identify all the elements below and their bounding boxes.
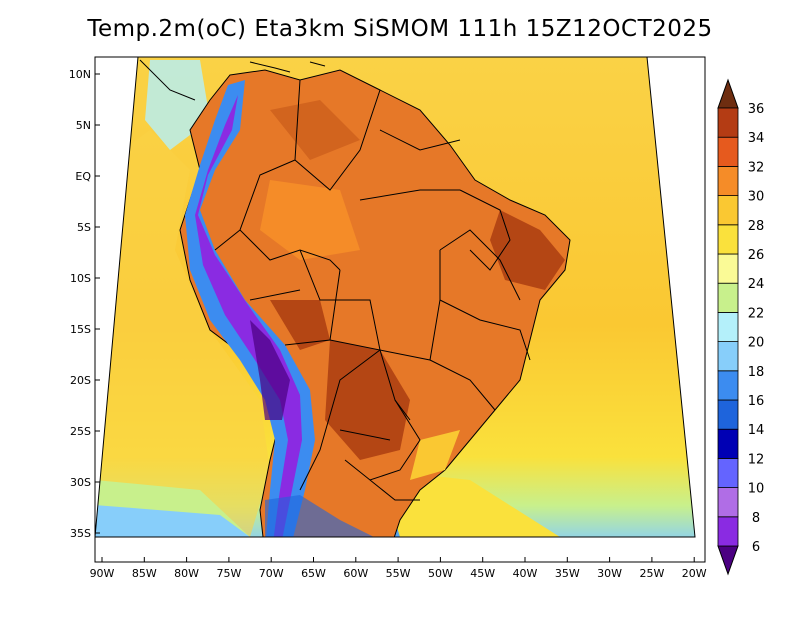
- colorbar-label: 8: [752, 511, 760, 526]
- lon-tick-label: 80W: [174, 567, 199, 580]
- colorbar-box: [717, 165, 739, 196]
- lat-tick-label: 25S: [70, 425, 91, 438]
- bolivia-hot-zone: [270, 300, 330, 350]
- colorbar-label: 6: [752, 540, 760, 555]
- lon-tick-label: 25W: [639, 567, 664, 580]
- venezuela-warm-zone: [270, 100, 360, 160]
- caribbean-coastlines: [139, 59, 326, 101]
- lon-tick-label: 35W: [555, 567, 580, 580]
- colorbar-box: [717, 487, 739, 518]
- longitude-axis: 90W 85W 80W 75W 70W 65W 60W 55W 50W 45W 40W 35W 30W 2…: [90, 557, 707, 580]
- colorbar-label: 18: [748, 365, 765, 380]
- chaco-hot-zone: [325, 340, 410, 460]
- lat-tick-label: 20S: [70, 374, 91, 387]
- amazon-warm-zone: [260, 180, 360, 260]
- colorbar-label: 36: [748, 102, 765, 117]
- pacific-warm-band: [95, 130, 270, 537]
- lat-tick-label: 10S: [70, 272, 91, 285]
- map-title: Temp.2m(oC) Eta3km SiSMOM 111h 15Z12OCT2…: [87, 16, 713, 42]
- colorbar-box: [717, 399, 739, 430]
- colorbar-min-arrow: [717, 545, 739, 576]
- patagonia-cold-land: [265, 495, 390, 537]
- atlantic-south-band: [380, 470, 560, 537]
- colorbar-box: [717, 136, 739, 167]
- colorbar-label: 26: [748, 248, 765, 263]
- lon-tick-label: 75W: [216, 567, 241, 580]
- colorbar-box: [717, 107, 739, 138]
- lat-tick-label: 15S: [70, 323, 91, 336]
- colorbar-box: [717, 282, 739, 313]
- colorbar-label: 32: [748, 160, 765, 175]
- colorbar-label: 34: [748, 131, 765, 146]
- plot-frame: [94, 56, 706, 563]
- lon-tick-label: 70W: [259, 567, 284, 580]
- lon-tick-label: 50W: [428, 567, 453, 580]
- lon-tick-label: 60W: [343, 567, 368, 580]
- colorbar-label: 10: [748, 482, 765, 497]
- colorbar-box: [717, 253, 739, 284]
- colorbar-box: [717, 311, 739, 342]
- andes-very-cold-band: [195, 95, 302, 537]
- colorbar-box: [717, 370, 739, 401]
- colorbar-label: 24: [748, 277, 765, 292]
- colorbar-label: 14: [748, 423, 765, 438]
- map-domain: [95, 57, 695, 537]
- colorbar-box: [717, 428, 739, 459]
- lon-tick-label: 90W: [90, 567, 115, 580]
- colorbar-box: [717, 516, 739, 547]
- colorbar-label: 20: [748, 336, 765, 351]
- lat-tick-label: 35S: [70, 527, 91, 540]
- colorbar-max-arrow: [717, 78, 739, 109]
- northeast-hot-zone: [490, 210, 565, 290]
- lat-tick-label: 30S: [70, 476, 91, 489]
- colorbar-label: 30: [748, 190, 765, 205]
- colorbar-box: [717, 195, 739, 226]
- lat-tick-label: 10N: [69, 68, 91, 81]
- country-borders: [214, 79, 531, 501]
- latitude-axis: 10N 5N EQ 5S 10S 15S 20S 25S 30S 35S: [69, 68, 100, 540]
- lon-tick-label: 20W: [682, 567, 707, 580]
- altiplano-coldest: [250, 320, 290, 420]
- lon-tick-label: 55W: [386, 567, 411, 580]
- colorbar-label: 22: [748, 306, 765, 321]
- lon-tick-label: 40W: [513, 567, 538, 580]
- colorbar-box: [717, 457, 739, 488]
- colorbar-label: 16: [748, 394, 765, 409]
- lon-tick-label: 85W: [132, 567, 157, 580]
- pacific-cold-band: [95, 505, 250, 537]
- colorbar-label: 28: [748, 219, 765, 234]
- lat-tick-label: 5S: [77, 221, 91, 234]
- colorbar-label: 12: [748, 452, 765, 467]
- colorbar-box: [717, 224, 739, 255]
- lon-tick-label: 30W: [597, 567, 622, 580]
- colorbar: 6 8 10 12 14 16 18 20 22 24 26 28 30 32 34 36: [717, 78, 765, 576]
- lon-tick-label: 65W: [301, 567, 326, 580]
- lon-tick-label: 45W: [470, 567, 495, 580]
- south-brazil-cooler: [410, 430, 460, 480]
- colorbar-box: [717, 341, 739, 372]
- lat-tick-label: EQ: [75, 170, 91, 183]
- lat-tick-label: 5N: [76, 119, 91, 132]
